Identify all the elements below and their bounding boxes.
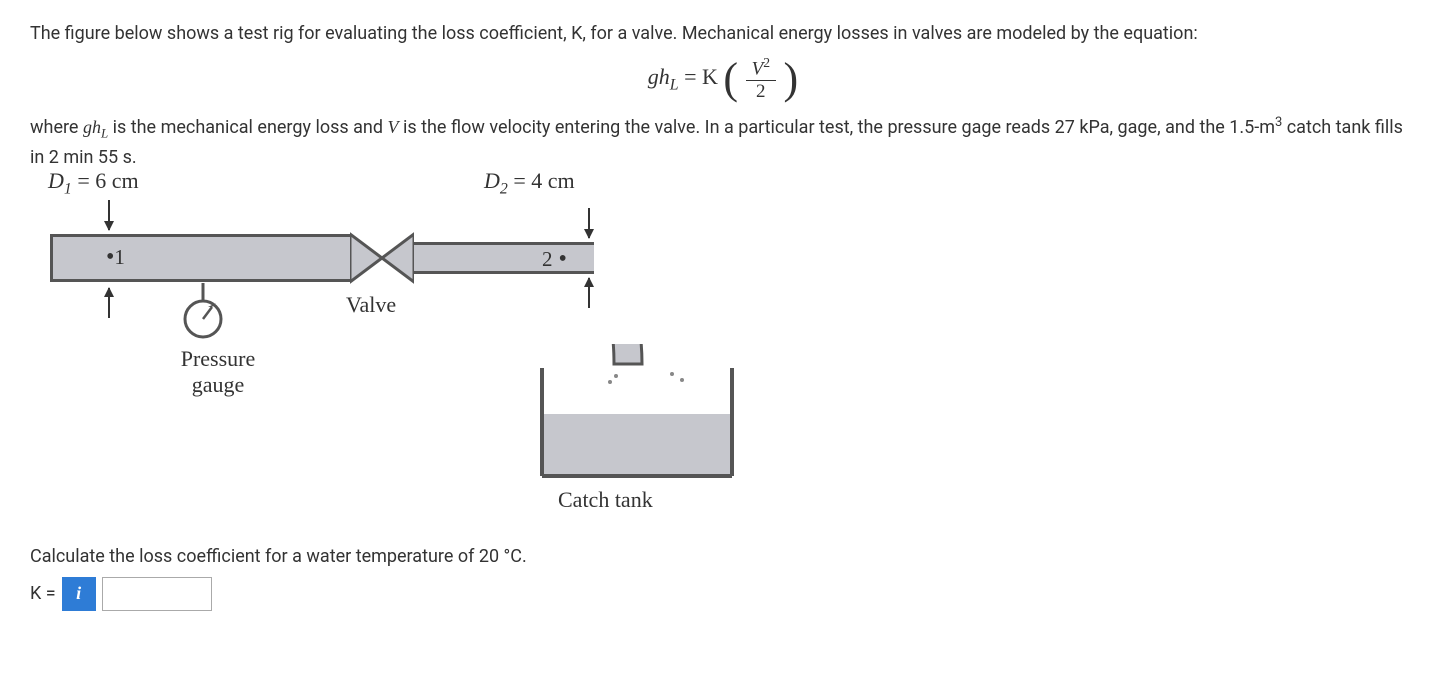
where-mid2: is the flow velocity entering the valve.… bbox=[398, 117, 1275, 138]
eq-V-sup: 2 bbox=[763, 55, 770, 70]
point-2: 2 • bbox=[542, 246, 567, 273]
d1-prefix: D bbox=[48, 168, 64, 193]
eq-den: 2 bbox=[746, 81, 776, 103]
d1-arrow-down bbox=[108, 200, 110, 230]
d1-sub: 1 bbox=[64, 180, 72, 197]
d1-arrow-up bbox=[108, 288, 110, 318]
pipe-segment-1 bbox=[50, 234, 350, 282]
eq-equals: = bbox=[684, 64, 702, 89]
where-V: V bbox=[387, 117, 398, 137]
answer-prefix: K = bbox=[30, 583, 56, 604]
eq-fraction: V2 2 bbox=[746, 55, 776, 103]
where-mid1: is the mechanical energy loss and bbox=[108, 117, 387, 138]
question-intro: The figure below shows a test rig for ev… bbox=[30, 20, 1416, 47]
where-prefix: where bbox=[30, 117, 83, 138]
answer-input[interactable] bbox=[102, 577, 212, 611]
equation-display: ghL = K ( V2 2 ) bbox=[30, 55, 1416, 103]
d2-arrow-up bbox=[588, 278, 590, 308]
d1-label: D1 = 6 cm bbox=[48, 168, 139, 198]
eq-g: g bbox=[648, 64, 659, 89]
point-2-label: 2 bbox=[542, 247, 553, 271]
where-gh: gh bbox=[83, 117, 101, 137]
valve-label: Valve bbox=[346, 292, 396, 318]
question-where: where ghL is the mechanical energy loss … bbox=[30, 113, 1416, 172]
catch-tank-icon bbox=[522, 344, 752, 508]
d1-val: = 6 cm bbox=[72, 168, 139, 193]
d2-val: = 4 cm bbox=[508, 168, 575, 193]
info-button[interactable]: i bbox=[62, 577, 96, 611]
gauge-line1: Pressure bbox=[158, 346, 278, 372]
pipe-segment-2 bbox=[414, 242, 594, 274]
point-1-label: 1 bbox=[114, 245, 125, 269]
pressure-gauge-icon bbox=[183, 283, 223, 347]
d2-arrow-down bbox=[588, 208, 590, 238]
eq-h: h bbox=[659, 64, 670, 89]
d2-prefix: D bbox=[484, 168, 500, 193]
valve-icon bbox=[350, 228, 414, 288]
eq-V: V bbox=[752, 58, 764, 79]
d2-sub: 2 bbox=[500, 180, 508, 197]
answer-line: K = i bbox=[30, 577, 1416, 611]
eq-sub-L: L bbox=[670, 77, 679, 94]
diagram: D1 = 6 cm D2 = 4 cm •1 Valve 2 • Pressur… bbox=[30, 174, 830, 544]
paren-right: ) bbox=[784, 59, 799, 99]
catch-tank-label: Catch tank bbox=[558, 487, 653, 513]
d2-label: D2 = 4 cm bbox=[484, 168, 575, 198]
point-1: •1 bbox=[106, 244, 125, 271]
gauge-line2: gauge bbox=[158, 372, 278, 398]
eq-K: K bbox=[702, 64, 718, 89]
pressure-gauge-label: Pressure gauge bbox=[158, 346, 278, 398]
paren-left: ( bbox=[723, 59, 738, 99]
calculate-instruction: Calculate the loss coefficient for a wat… bbox=[30, 546, 1416, 567]
